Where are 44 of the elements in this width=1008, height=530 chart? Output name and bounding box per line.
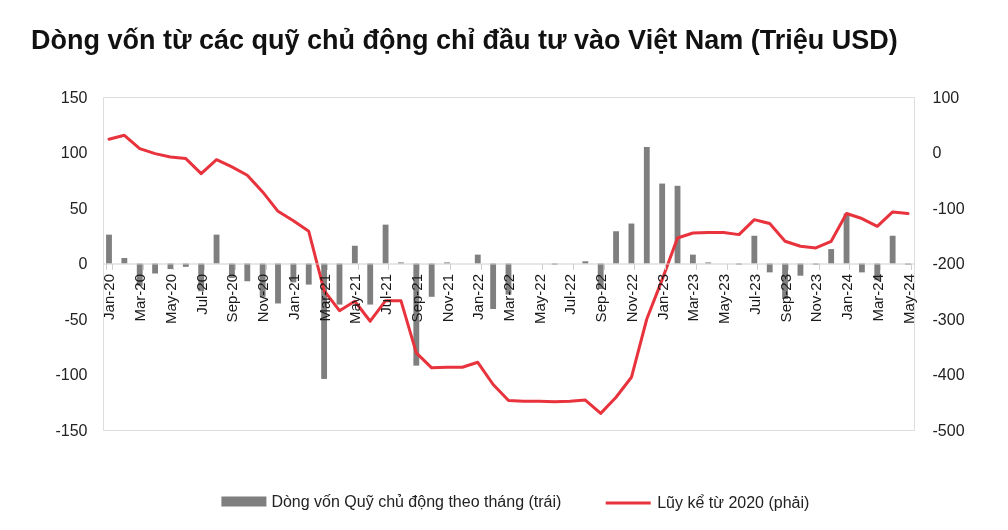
x-tick-label: May-23 [715, 274, 733, 325]
y2-tick-label: -200 [932, 255, 965, 272]
x-tick-label: May-21 [346, 274, 364, 325]
y2-tick-label: -500 [932, 421, 965, 439]
x-tick-label: Jan-22 [469, 274, 487, 320]
x-tick-label: Jul-21 [377, 274, 395, 315]
legend-label: Dòng vốn Quỹ chủ động theo tháng (trái) [271, 492, 562, 510]
x-tick-label: Nov-20 [254, 274, 272, 323]
y-tick-label: -100 [55, 366, 88, 383]
y2-tick-label: -100 [932, 199, 965, 217]
x-tick-label: Mar-21 [315, 274, 333, 322]
x-tick-label: Nov-22 [622, 274, 640, 323]
x-tick-label: May-20 [161, 274, 179, 325]
y-tick-label: 100 [60, 144, 88, 161]
chart-title: Dòng vốn từ các quỹ chủ động chỉ đầu tư vào Việt Nam (Triệu USD) [30, 25, 898, 55]
x-tick-label: Jul-23 [745, 274, 763, 315]
y2-tick-label: -400 [932, 366, 965, 383]
x-tick-label: Sep-21 [407, 274, 425, 323]
y2-tick-label: 100 [932, 88, 960, 106]
x-tick-label: Nov-21 [438, 274, 456, 323]
x-tick-label: Sep-22 [592, 274, 610, 323]
x-tick-label: May-22 [530, 274, 548, 325]
x-tick-label: Jul-22 [561, 274, 579, 315]
x-tick-label: May-24 [899, 274, 917, 325]
x-tick-label: Mar-22 [500, 274, 517, 322]
y-tick-label: 50 [69, 199, 88, 217]
x-tick-label: Nov-23 [807, 274, 825, 323]
x-tick-label: Mar-24 [868, 274, 886, 322]
x-tick-label: Jan-23 [653, 274, 671, 320]
x-tick-label: Jan-21 [284, 274, 302, 320]
x-tick-label: Mar-23 [684, 274, 702, 322]
x-tick-label: Sep-20 [223, 274, 241, 323]
x-tick-label: Jul-20 [192, 274, 210, 315]
legend-label: Lũy kể từ 2020 (phải) [657, 494, 810, 511]
y-tick-label: -150 [55, 421, 88, 439]
y-tick-label: -50 [64, 310, 88, 328]
y2-tick-label: -300 [932, 310, 965, 328]
x-tick-label: Mar-20 [131, 274, 149, 322]
x-tick-label: Jan-24 [838, 274, 856, 320]
y2-tick-label: 0 [932, 144, 942, 161]
x-tick-label: Jan-20 [100, 274, 118, 320]
x-tick-label: Sep-23 [776, 274, 794, 323]
y-tick-label: 150 [60, 88, 88, 106]
y-tick-label: 0 [78, 255, 88, 272]
